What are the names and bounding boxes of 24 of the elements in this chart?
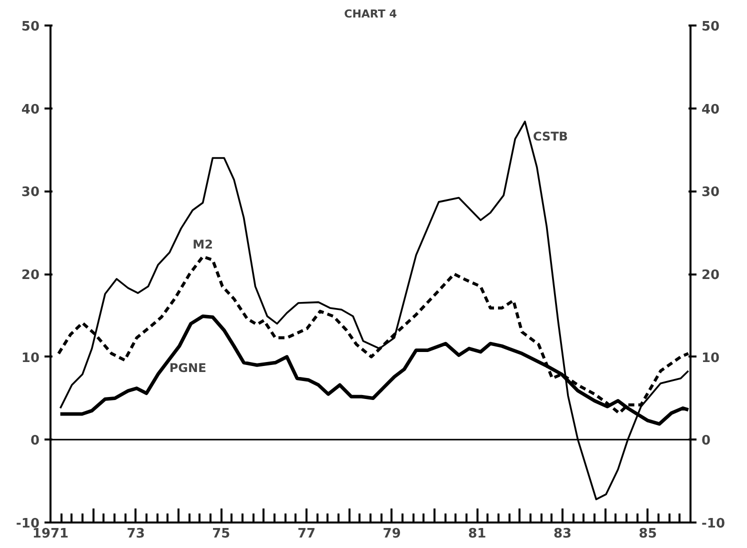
- y2-tick-label: 50: [702, 20, 720, 34]
- y-tick-label: 40: [21, 102, 40, 118]
- series-label: CSTB: [532, 130, 568, 144]
- y2-tick-label: 40: [702, 102, 720, 118]
- y2-tick-label: 10: [702, 350, 720, 366]
- x-tick-label: 75: [212, 526, 230, 542]
- y-tick-label: 50: [21, 20, 40, 34]
- x-tick-label: 85: [638, 526, 657, 542]
- series-label: M2: [192, 238, 213, 252]
- series-label: PGNE: [169, 361, 206, 376]
- y2-tick-label: 20: [702, 268, 720, 283]
- x-tick-label: 79: [382, 526, 401, 542]
- y-tick-label: 20: [21, 268, 40, 283]
- y2-tick-label: 0: [702, 434, 711, 449]
- x-tick-label: 77: [297, 526, 316, 542]
- y2-tick-label: -10: [702, 516, 725, 532]
- y-tick-label: 30: [21, 185, 40, 200]
- y-tick-label: 0: [30, 434, 40, 449]
- y-tick-label: 10: [21, 350, 40, 366]
- y2-tick-label: 30: [702, 185, 720, 200]
- x-tick-label: 81: [468, 526, 486, 542]
- chart-title: CHART 4: [344, 8, 398, 20]
- x-tick-label: 73: [126, 526, 145, 542]
- x-tick-label: 83: [553, 526, 572, 542]
